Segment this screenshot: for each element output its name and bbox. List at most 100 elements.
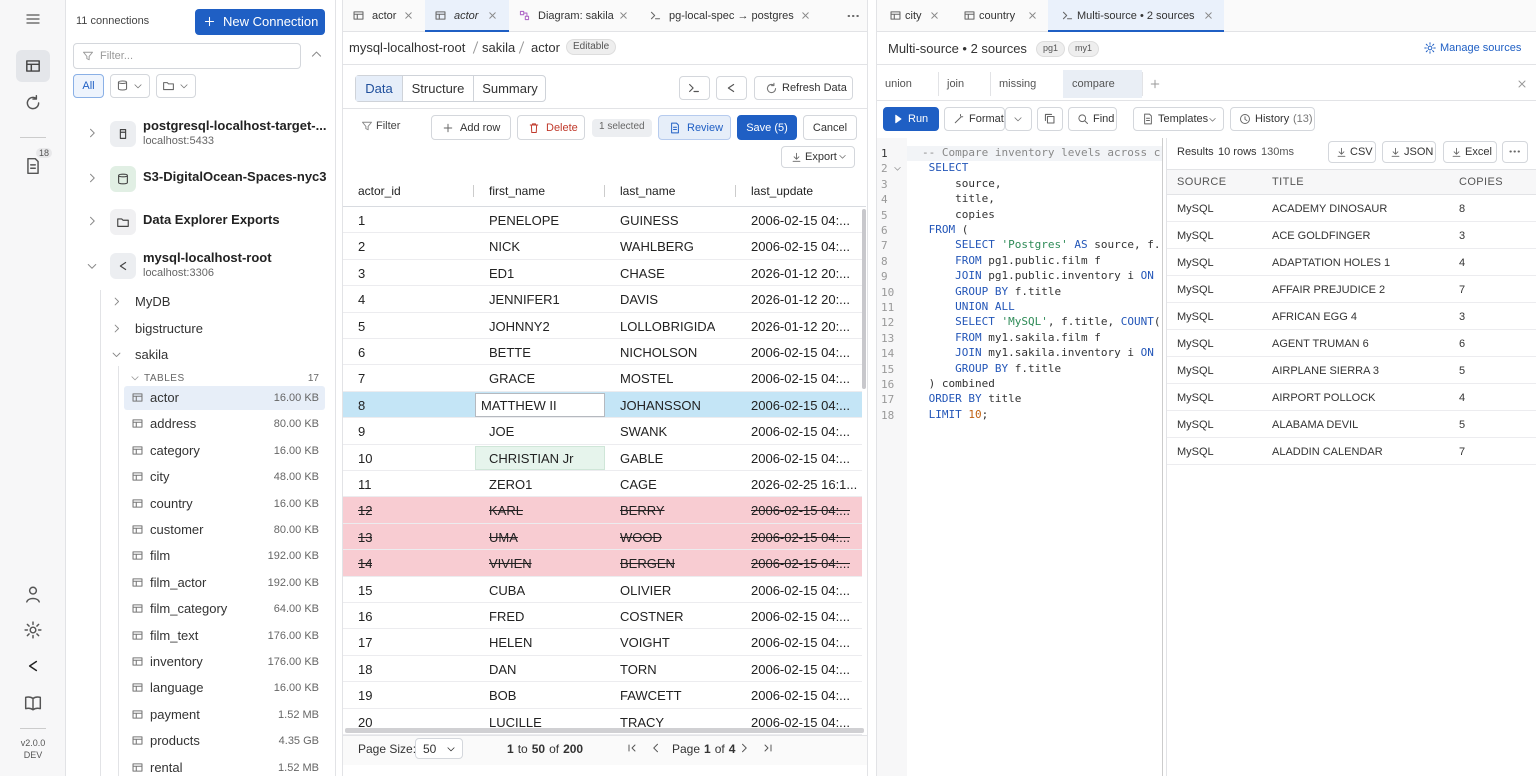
button[interactable]: JSON: [1382, 141, 1436, 163]
table-name[interactable]: actor: [150, 390, 179, 405]
table-name[interactable]: category: [150, 443, 200, 458]
toolbar-button-label: Find: [1093, 113, 1114, 125]
manage-sources[interactable]: Manage sources: [1440, 42, 1521, 54]
svg-text:2: 2: [881, 162, 888, 175]
icon: [179, 81, 189, 91]
grid-cell: 15: [358, 583, 372, 598]
button[interactable]: Delete: [517, 115, 585, 140]
tab[interactable]: actor: [454, 10, 478, 22]
table-name[interactable]: inventory: [150, 654, 203, 669]
breadcrumb[interactable]: actor: [531, 40, 560, 55]
table-name[interactable]: rental: [150, 760, 183, 775]
connection-name[interactable]: Data Explorer Exports: [143, 212, 280, 227]
results-cell: MySQL: [1177, 392, 1214, 404]
icon: [687, 81, 701, 95]
view-tab[interactable]: Summary: [473, 76, 546, 101]
svg-text:11: 11: [881, 301, 894, 314]
table-name[interactable]: film_category: [150, 601, 227, 616]
button[interactable]: Refresh Data: [754, 76, 853, 100]
grid-cell: 2026-01-12 20:...: [751, 319, 850, 334]
tab[interactable]: city: [905, 10, 922, 22]
results-cell: MySQL: [1177, 230, 1214, 242]
grid-cell: CUBA: [489, 583, 525, 598]
button[interactable]: Cancel: [803, 115, 857, 140]
breadcrumb[interactable]: sakila: [482, 40, 515, 55]
database-name[interactable]: sakila: [135, 347, 168, 362]
subtab-sep: [938, 72, 939, 96]
view-tab[interactable]: Data: [356, 76, 402, 101]
v-scrollbar: [862, 209, 866, 389]
tab[interactable]: actor: [372, 10, 396, 22]
icon: [434, 9, 447, 22]
toolbar-button-label: Review: [687, 122, 723, 134]
button[interactable]: Find: [1068, 107, 1117, 131]
column-header[interactable]: actor_id: [358, 184, 401, 198]
results-cell: AGENT TRUMAN 6: [1272, 338, 1369, 350]
icon: [131, 602, 144, 615]
code-line: UNION ALL: [922, 300, 1162, 313]
icon: [649, 9, 662, 22]
grid-cell: 2006-02-15 04:...: [751, 503, 850, 518]
table-name[interactable]: payment: [150, 707, 200, 722]
code-line: GROUP BY f.title: [922, 285, 1162, 298]
tab[interactable]: Multi-source • 2 sources: [1077, 10, 1195, 22]
table-name[interactable]: film: [150, 548, 170, 563]
filter-button[interactable]: Filter: [376, 120, 400, 132]
connection-name[interactable]: postgresql-localhost-target-...: [143, 118, 326, 133]
svg-text:6: 6: [881, 224, 888, 237]
connection-name[interactable]: S3-DigitalOcean-Spaces-nyc3: [143, 169, 327, 184]
results-cell: 5: [1459, 365, 1465, 377]
grid-cell: 3: [358, 266, 365, 281]
page-range-part: 1: [507, 742, 514, 756]
svg-text:17: 17: [881, 393, 894, 406]
results-cell: AFFAIR PREJUDICE 2: [1272, 284, 1385, 296]
button[interactable]: Review: [658, 115, 731, 140]
table-name[interactable]: language: [150, 680, 204, 695]
new-connection-button[interactable]: New Connection: [195, 9, 325, 35]
button[interactable]: History(13): [1230, 107, 1315, 131]
column-header[interactable]: last_name: [620, 184, 675, 198]
table-name[interactable]: country: [150, 496, 193, 511]
breadcrumb[interactable]: mysql-localhost-root: [349, 40, 465, 55]
icon: [116, 79, 129, 92]
subtab[interactable]: missing: [999, 78, 1036, 90]
grid-cell: NICK: [489, 239, 520, 254]
subtab[interactable]: compare: [1072, 78, 1115, 90]
icon: [131, 470, 144, 483]
button[interactable]: Add row: [431, 115, 511, 140]
button[interactable]: Format: [944, 107, 1005, 131]
env: DEV: [0, 750, 66, 760]
tab[interactable]: country: [979, 10, 1015, 22]
code-line: SELECT 'MySQL', f.title, COUNT(: [922, 315, 1162, 328]
icon: [892, 113, 904, 125]
button[interactable]: All: [73, 74, 104, 98]
button[interactable]: Save (5): [737, 115, 797, 140]
page-size-label: Page Size:: [358, 742, 416, 756]
table-name[interactable]: address: [150, 416, 196, 431]
icon: [518, 9, 531, 22]
table-name[interactable]: customer: [150, 522, 203, 537]
table-name[interactable]: city: [150, 469, 170, 484]
table-name[interactable]: film_text: [150, 628, 198, 643]
connection-name[interactable]: mysql-localhost-root: [143, 250, 272, 265]
view-tab[interactable]: Structure: [402, 76, 473, 101]
table-size: 192.00 KB: [230, 577, 319, 589]
column-header[interactable]: first_name: [489, 184, 545, 198]
button[interactable]: Excel: [1443, 141, 1497, 163]
column-header[interactable]: last_update: [751, 184, 813, 198]
subtab[interactable]: join: [947, 78, 964, 90]
subtab-sep: [1142, 72, 1143, 96]
table-name[interactable]: products: [150, 733, 200, 748]
button[interactable]: Run: [883, 107, 939, 131]
button[interactable]: CSV: [1328, 141, 1376, 163]
tab[interactable]: Diagram: sakila: [538, 10, 614, 22]
tab[interactable]: pg-local-spec → postgres: [669, 10, 794, 22]
filter-input[interactable]: Filter...: [73, 43, 301, 69]
subtab[interactable]: union: [885, 78, 912, 90]
icon: [116, 259, 130, 273]
database-name[interactable]: bigstructure: [135, 321, 203, 336]
grid-cell: 11: [358, 477, 372, 492]
database-name[interactable]: MyDB: [135, 294, 170, 309]
table-name[interactable]: film_actor: [150, 575, 206, 590]
svg-text:18: 18: [881, 409, 894, 422]
